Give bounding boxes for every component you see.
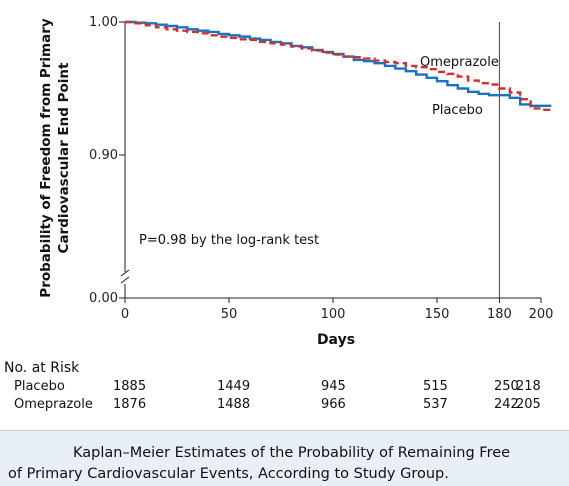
risk-row-label: Placebo (14, 379, 65, 394)
x-tick-label: 150 (425, 307, 450, 322)
km-chart: 1.00 0.90 0.000 50 100 150 180 200 Days Probabili… (38, 15, 553, 348)
axis-break-mark (120, 276, 130, 284)
chart-labels: 1.00 0.90 0.000 50 100 150 180 200 Days Probabili… (38, 15, 553, 348)
risk-table-cell: 218 (516, 379, 541, 394)
y-tick-label: 1.00 (89, 15, 118, 30)
risk-table-cell: 515 (423, 379, 448, 394)
x-tick-label: 50 (221, 307, 238, 322)
y-axis-title: Cardiovascular End Point (56, 62, 72, 253)
figure-caption: Kaplan–Meier Estimates of the Probabilit… (0, 430, 569, 486)
risk-table-cell: 205 (516, 397, 541, 412)
omeprazole-curve (125, 20, 552, 111)
risk-table-cell: 1876 (113, 397, 147, 412)
y-axis-title: Probability of Freedom from Primary (38, 18, 54, 298)
pvalue-annotation: P=0.98 by the log-rank test (139, 233, 319, 248)
risk-table-cell: 1488 (217, 397, 251, 412)
chart-series (125, 20, 552, 111)
y-tick-label: 0.90 (89, 148, 118, 163)
risk-table-cell: 1449 (217, 379, 251, 394)
risk-table-cell: 1885 (113, 379, 147, 394)
x-axis-title: Days (317, 332, 355, 348)
x-tick-label: 0 (121, 307, 129, 322)
chart-axes (119, 21, 542, 303)
y-tick-label: 0.00 (89, 291, 118, 306)
risk-table-cell: 945 (321, 379, 346, 394)
placebo-curve (125, 20, 552, 107)
axis-break-mark (120, 269, 130, 277)
x-tick-label: 200 (529, 307, 554, 322)
caption-line-2: of Primary Cardiovascular Events, Accord… (8, 466, 449, 482)
risk-table-cell: 250 (494, 379, 519, 394)
risk-table-cell: 242 (494, 397, 519, 412)
caption-line-1: Kaplan–Meier Estimates of the Probabilit… (73, 445, 511, 461)
series-label-placebo: Placebo (432, 103, 483, 118)
risk-table-title: No. at Risk (4, 360, 80, 376)
x-tick-label: 180 (487, 307, 512, 322)
x-tick-label: 100 (321, 307, 346, 322)
risk-row-label: Omeprazole (14, 397, 93, 412)
risk-table-cell: 537 (423, 397, 448, 412)
series-label-omeprazole: Omeprazole (420, 55, 499, 70)
risk-table-cell: 966 (321, 397, 346, 412)
